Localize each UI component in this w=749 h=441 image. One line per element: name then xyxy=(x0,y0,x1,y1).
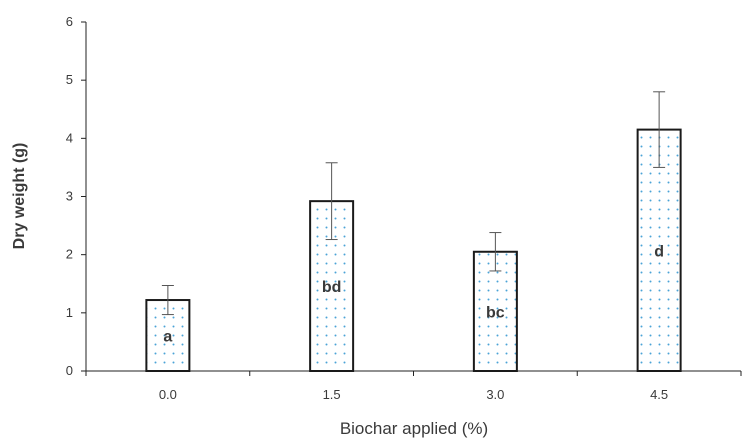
x-tick-label-1: 1.5 xyxy=(323,387,341,402)
y-tick-label-6: 6 xyxy=(66,14,73,29)
y-axis-title: Dry weight (g) xyxy=(11,143,28,250)
bar-letter-4.5: d xyxy=(654,243,664,260)
bar-3.0 xyxy=(472,250,518,372)
y-tick-label-1: 1 xyxy=(66,305,73,320)
x-tick-label-0: 0.0 xyxy=(159,387,177,402)
y-tick-label-0: 0 xyxy=(66,363,73,378)
x-axis-title: Biochar applied (%) xyxy=(340,419,488,438)
bar-labels: a bd bc d xyxy=(163,243,664,345)
x-tick-label-2: 3.0 xyxy=(486,387,504,402)
y-tick-label-3: 3 xyxy=(66,189,73,204)
bars xyxy=(145,128,682,372)
error-bars xyxy=(161,91,666,316)
bar-letter-1.5: bd xyxy=(322,279,342,296)
y-tick-label-2: 2 xyxy=(66,247,73,262)
y-tick-label-5: 5 xyxy=(66,72,73,87)
bar-4.5 xyxy=(636,128,682,372)
y-tick-label-4: 4 xyxy=(66,130,73,145)
x-ticks: 0.0 1.5 3.0 4.5 xyxy=(85,371,742,402)
bar-letter-3.0: bc xyxy=(486,304,505,321)
bar-0.0 xyxy=(145,299,191,372)
x-tick-label-3: 4.5 xyxy=(650,387,668,402)
y-ticks: 0 1 2 3 4 5 6 xyxy=(66,14,86,378)
bar-letter-0.0: a xyxy=(163,329,172,346)
